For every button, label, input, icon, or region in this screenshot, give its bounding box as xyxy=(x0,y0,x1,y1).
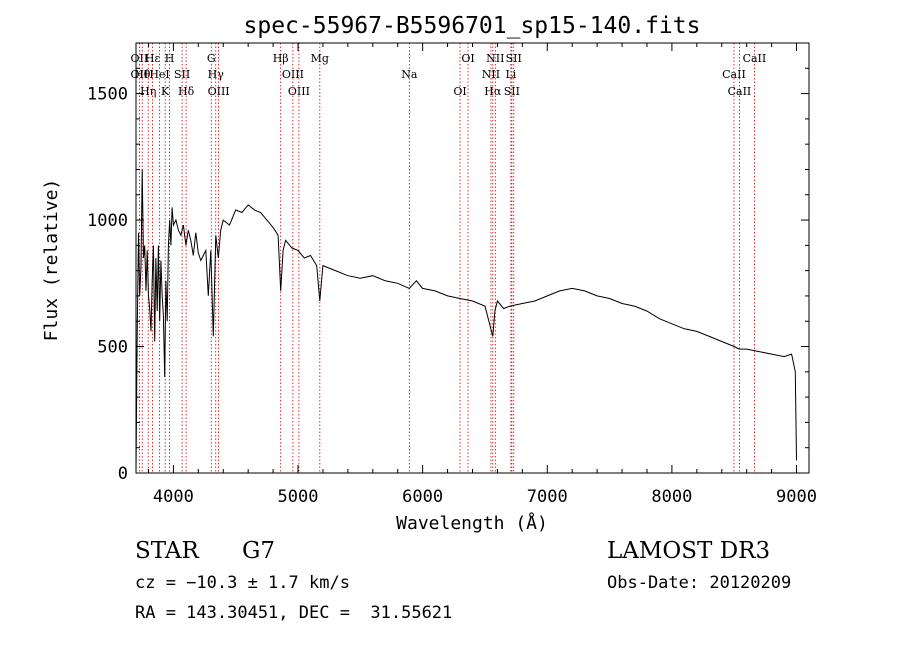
obs-date: Obs-Date: 20120209 xyxy=(607,573,792,593)
marker-label: Hη xyxy=(140,85,156,98)
marker-label: K xyxy=(161,85,170,98)
y-tick-label: 1000 xyxy=(87,211,128,231)
y-tick-label: 1500 xyxy=(87,85,128,105)
marker-label: NII xyxy=(482,68,500,81)
marker-label: OI xyxy=(453,85,466,98)
marker-label: Hγ xyxy=(208,68,225,81)
marker-label: G xyxy=(207,52,216,65)
survey-name: LAMOST DR3 xyxy=(607,538,771,564)
marker-label: OIII xyxy=(282,68,304,81)
y-axis-label: Flux (relative) xyxy=(41,179,62,342)
y-tick-label: 500 xyxy=(97,338,128,358)
spectrum-line xyxy=(135,169,797,474)
coordinates-text: RA = 143.30451, DEC = 31.55621 xyxy=(135,603,453,623)
marker-label: Li xyxy=(505,68,516,81)
marker-label: NII xyxy=(486,52,504,65)
marker-label: CaII xyxy=(728,85,752,98)
marker-label: OIII xyxy=(288,85,310,98)
marker-label: OII xyxy=(131,68,149,81)
marker-label: Hθ xyxy=(134,68,151,81)
x-tick-label: 4000 xyxy=(153,487,194,507)
y-axis: 0 500 1000 1500 xyxy=(87,67,809,484)
marker-label: Mg xyxy=(311,52,329,65)
marker-label: OIII xyxy=(208,85,230,98)
x-axis-label: Wavelength (Å) xyxy=(396,512,548,534)
marker-label: CaII xyxy=(743,52,767,65)
plot-frame xyxy=(135,42,810,474)
chart-title: spec-55967-B5596701_sp15-140.fits xyxy=(244,13,701,39)
x-tick-label: 5000 xyxy=(278,487,319,507)
marker-label: Hε xyxy=(145,52,161,65)
marker-label: OI xyxy=(461,52,474,65)
x-tick-label: 7000 xyxy=(527,487,568,507)
x-tick-label: 8000 xyxy=(651,487,692,507)
x-axis: 4000 5000 6000 7000 8000 9000 xyxy=(147,43,817,507)
marker-label: H xyxy=(165,52,175,65)
marker-label: Hβ xyxy=(273,52,289,65)
marker-label: CaII xyxy=(722,68,746,81)
marker-label: OII xyxy=(131,52,149,65)
marker-label: Hδ xyxy=(178,85,195,98)
redshift-text: cz = −10.3 ± 1.7 km/s xyxy=(135,573,350,593)
x-tick-label: 6000 xyxy=(402,487,443,507)
marker-label: Hα xyxy=(484,85,502,98)
marker-label: SII xyxy=(174,68,190,81)
object-subclass: G7 xyxy=(242,538,276,564)
spectrum-chart: spec-55967-B5596701_sp15-140.fits OII OII… xyxy=(41,13,817,534)
y-tick-label: 0 xyxy=(118,464,128,484)
line-markers: OIIOIIHθHηHεHeIKHSIIHδGHγOIIIHβOIIIOIIIM… xyxy=(131,43,767,473)
object-class: STAR xyxy=(135,538,199,564)
marker-label: HeI xyxy=(149,68,169,81)
marker-label: SII xyxy=(504,85,520,98)
marker-label: SII xyxy=(506,52,522,65)
x-tick-label: 9000 xyxy=(776,487,817,507)
marker-label: Na xyxy=(401,68,418,81)
